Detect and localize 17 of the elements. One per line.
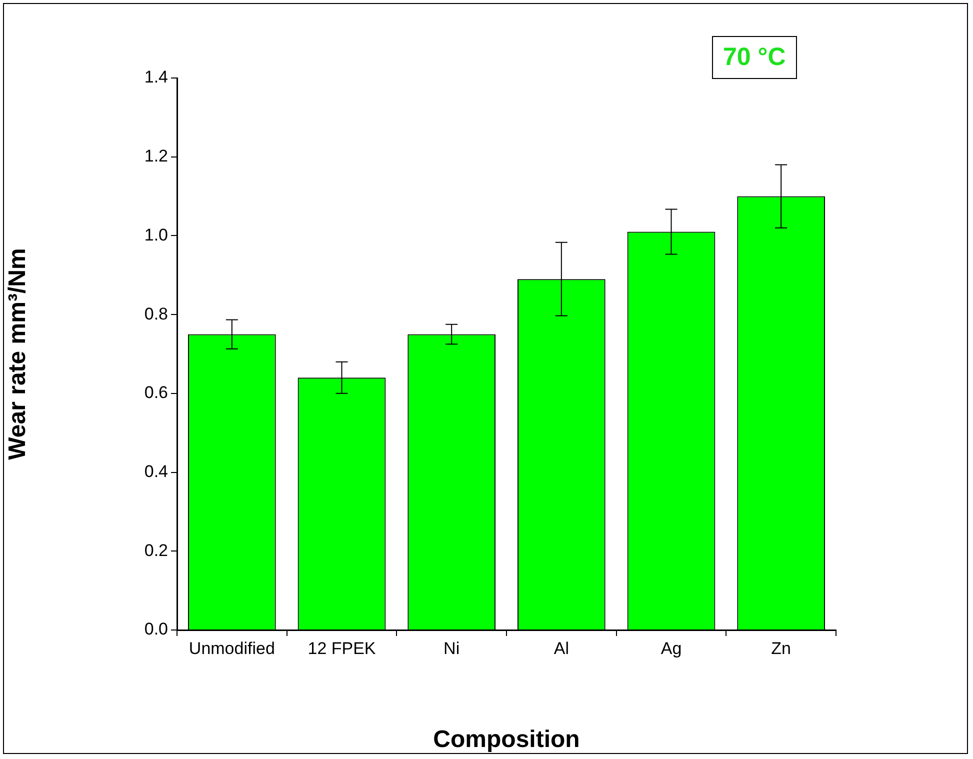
y-tick-label: 1.0 <box>144 225 168 244</box>
y-tick-label: 0.8 <box>144 304 168 324</box>
y-axis-title: Wear rate mm³/Nm <box>4 248 32 460</box>
x-tick-label: 12 FPEK <box>308 638 376 658</box>
y-tick-label: 0.6 <box>144 383 168 402</box>
y-tick-label: 1.4 <box>144 68 168 87</box>
x-tick-label: Al <box>554 638 569 658</box>
x-tick-label: Zn <box>771 638 792 658</box>
x-axis-title: Composition <box>433 726 580 754</box>
x-tick-label: Ag <box>660 638 682 658</box>
x-tick-label: Unmodified <box>188 638 275 658</box>
x-tick-label: Ni <box>444 638 460 658</box>
text: 70 °C <box>712 36 797 79</box>
y-tick-label: 1.2 <box>144 146 168 166</box>
y-tick-label: 0.2 <box>144 540 168 560</box>
y-tick-label: 0.4 <box>144 462 168 481</box>
y-tick-label: 0.0 <box>144 620 168 639</box>
